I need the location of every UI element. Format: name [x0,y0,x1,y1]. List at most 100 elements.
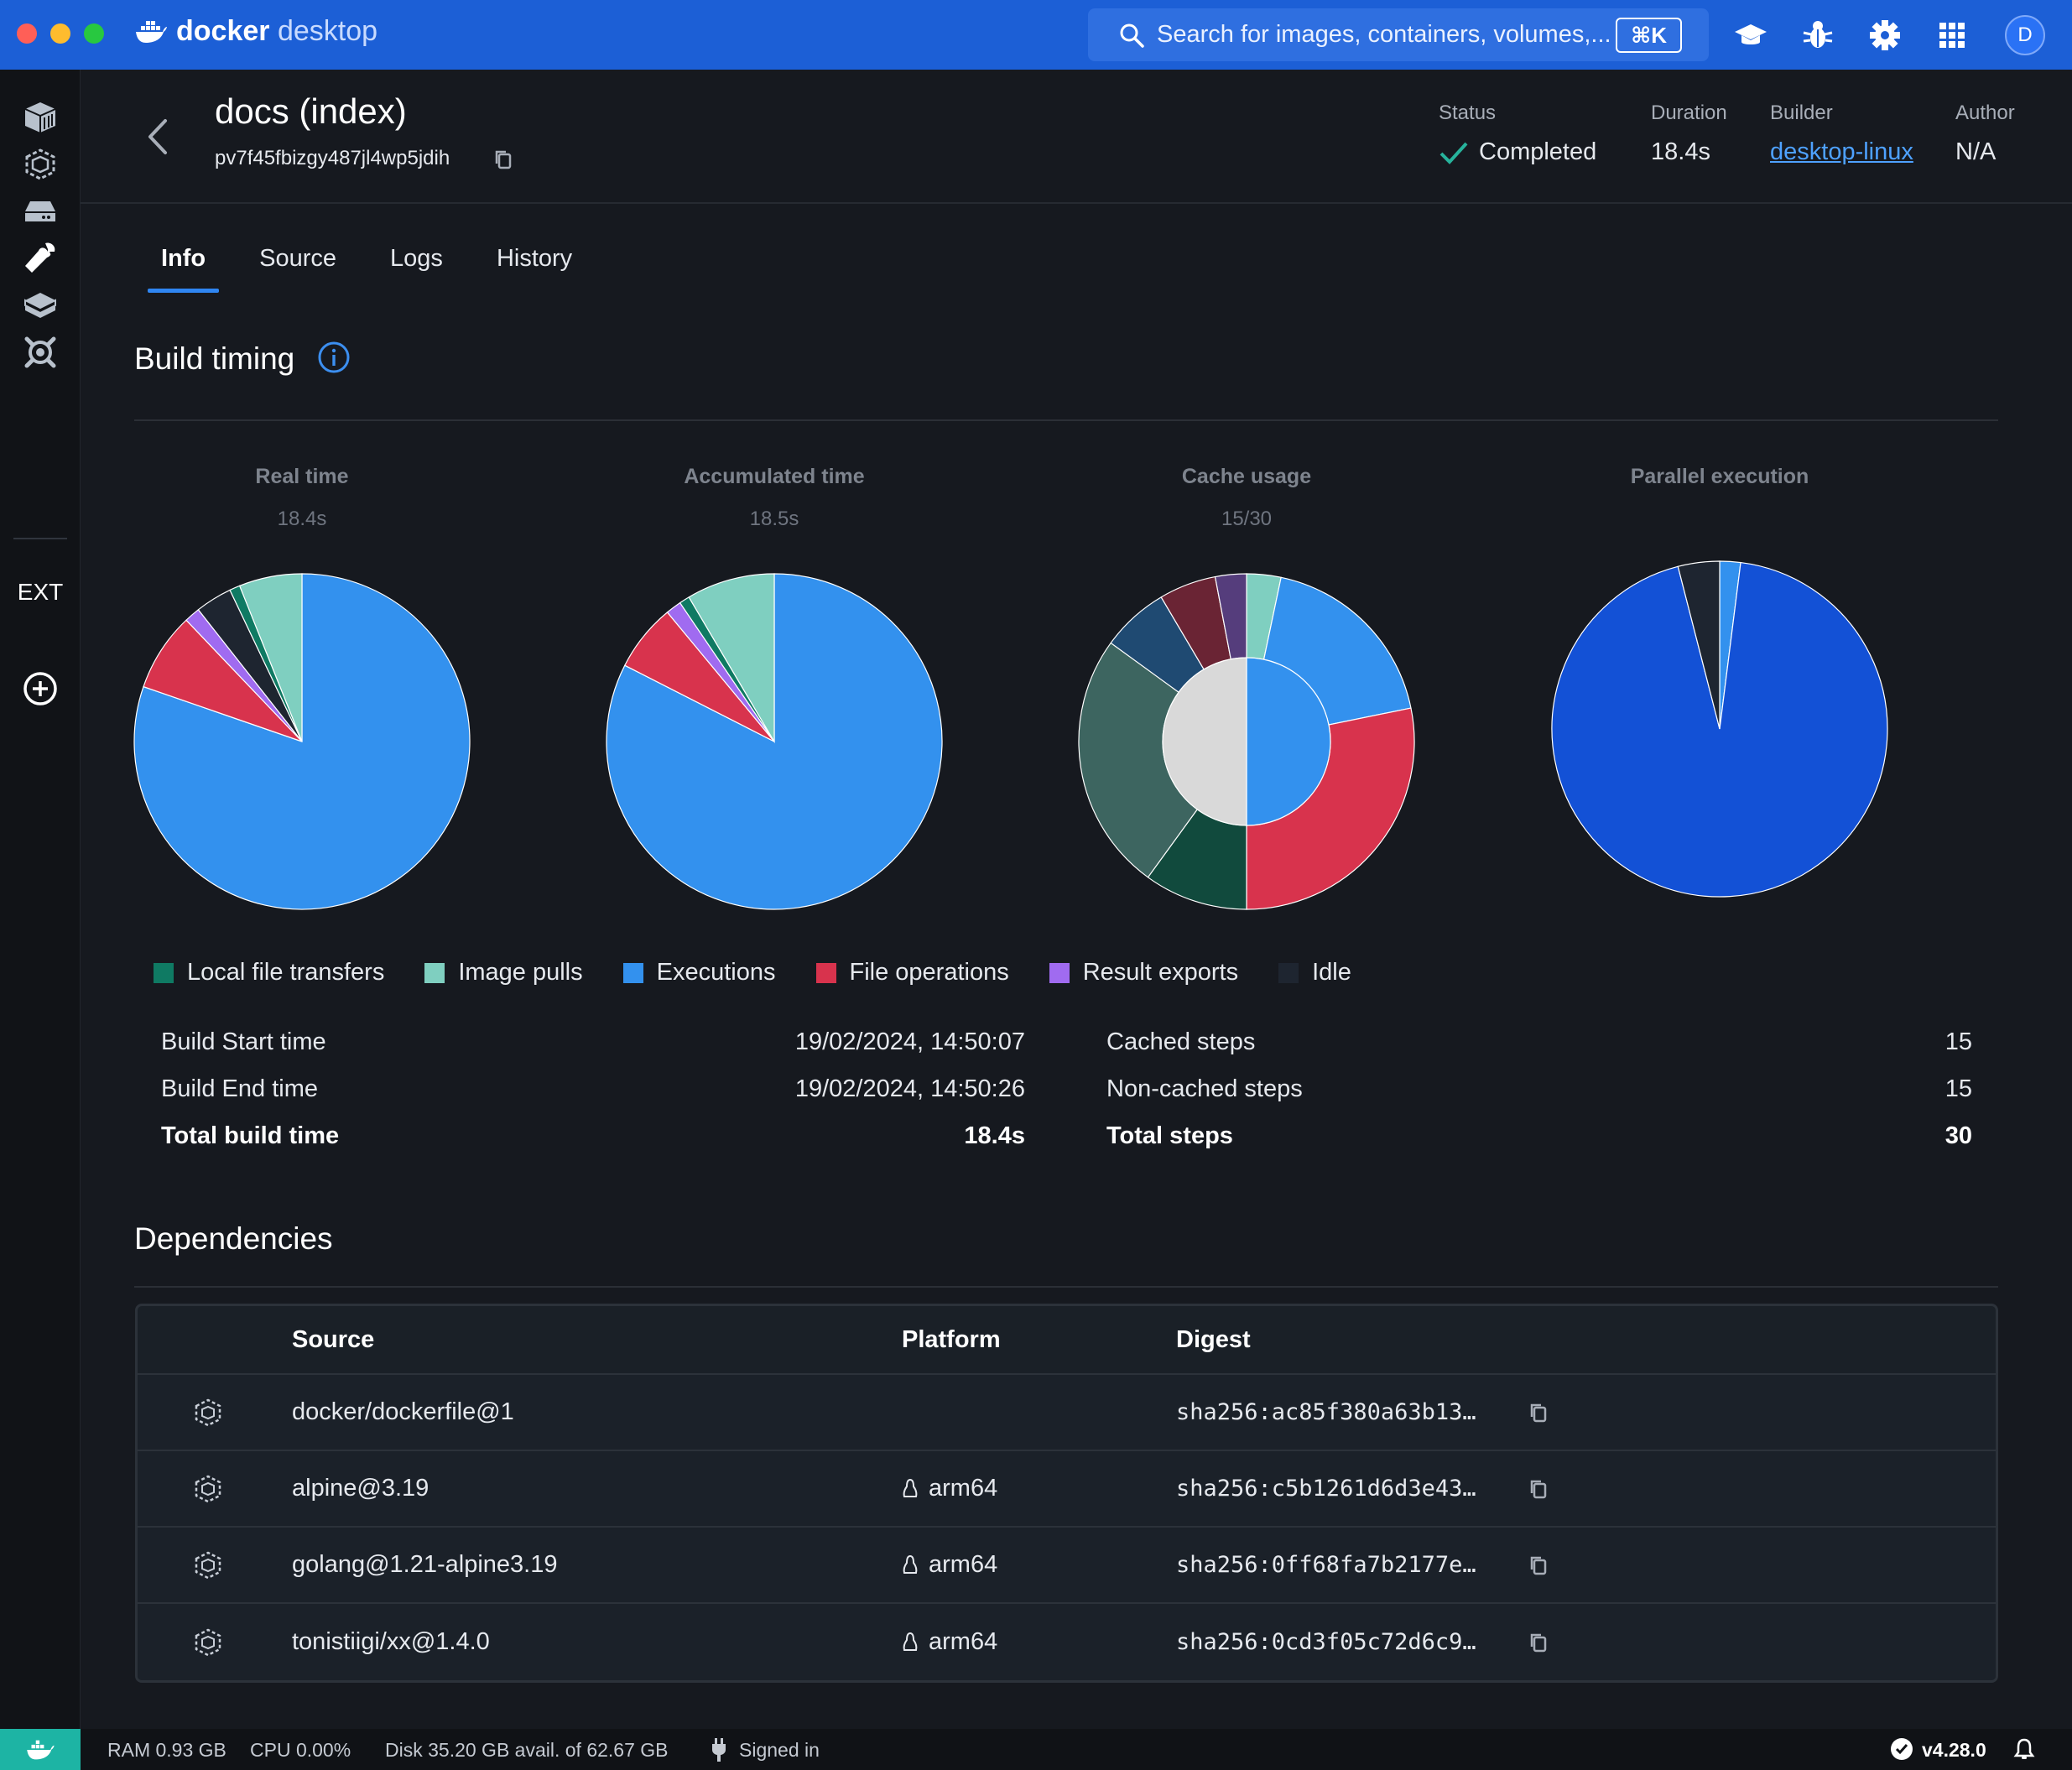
docker-whale-icon [27,1740,55,1759]
builds-icon[interactable] [20,238,60,279]
zoom-window-button[interactable] [84,23,104,44]
update-check-icon [1891,1738,1913,1760]
stat-value: 19/02/2024, 14:50:07 [794,1028,1025,1055]
check-icon [1439,142,1468,164]
legend-swatch [622,962,643,983]
duration-value: 18.4s [1651,138,1710,165]
pie-slice-non-cached[interactable] [1246,657,1331,826]
build-header: docs (index) pv7f45fbizgy487jl4wp5jdih S… [81,70,2072,204]
notifications-bell-icon[interactable] [2013,1737,2035,1761]
column-digest[interactable]: Digest [1176,1325,1251,1353]
stat-non-cached-steps: Non-cached steps 15 [1106,1075,1972,1103]
pie-slice-cached[interactable] [1162,657,1247,826]
cache-usage-header: Cache usage 15/30 [1070,465,1423,531]
copy-icon[interactable] [1528,1632,1549,1653]
containers-icon[interactable] [20,97,60,138]
legend-image-pulls: Image pulls [424,959,583,987]
stat-label: Total steps [1106,1122,1233,1149]
legend-swatch [815,962,836,983]
stat-total-build-time: Total build time 18.4s [161,1122,1025,1150]
tab-logs[interactable]: Logs [390,245,443,272]
title-bar: docker desktop Search for images, contai… [0,0,2072,70]
legend-label: Executions [656,959,776,986]
stat-value: 18.4s [964,1122,1025,1149]
legend-local-file-transfers: Local file transfers [154,959,384,987]
engine-status-button[interactable] [0,1729,81,1770]
cache-usage-donut-chart [1078,573,1415,910]
pie-slice-3[interactable] [1677,560,1721,730]
column-platform[interactable]: Platform [902,1325,1001,1353]
signed-in-status[interactable]: Signed in [739,1739,820,1761]
docker-whale-icon [136,20,167,43]
docker-desktop-logo: docker desktop [134,15,377,48]
copy-icon[interactable] [493,148,513,170]
ram-usage: RAM 0.93 GB [107,1739,226,1761]
learning-center-icon[interactable] [1733,18,1768,53]
real-time-value: 18.4s [277,508,327,530]
docker-scout-icon[interactable] [20,285,60,325]
copy-icon[interactable] [1528,1402,1549,1424]
pie-slice-file-operations[interactable] [143,619,303,742]
dev-environments-icon[interactable] [20,332,60,372]
copy-icon[interactable] [1528,1478,1549,1500]
apps-grid-icon[interactable] [1934,18,1970,53]
parallel-execution-title: Parallel execution [1630,465,1809,488]
accumulated-time-pie-chart [606,573,943,910]
troubleshoot-bug-icon[interactable] [1800,18,1835,53]
pie-slice-image-pulls[interactable] [688,573,775,744]
tab-history[interactable]: History [496,245,573,272]
stat-label: Cached steps [1106,1028,1256,1055]
dependency-digest: sha256:ac85f380a63b13… [1176,1399,1476,1425]
stat-value: 15 [1944,1028,1972,1055]
image-icon [195,1551,221,1579]
section-divider [134,419,1998,421]
page-title: docs (index) [215,91,407,131]
accumulated-time-title: Accumulated time [684,465,865,488]
parallel-execution-pie-chart [1551,560,1888,898]
volumes-icon[interactable] [20,191,60,232]
dependencies-title: Dependencies [134,1221,333,1256]
pie-slice-2[interactable] [1551,561,1888,898]
back-arrow-icon[interactable] [143,116,172,158]
pie-slice-executions[interactable] [606,573,943,910]
add-extension-icon[interactable] [20,669,60,709]
dependency-digest: sha256:0ff68fa7b2177e… [1176,1552,1476,1578]
images-icon[interactable] [20,144,60,185]
table-row[interactable]: tonistiigi/xx@1.4.0 arm64 sha256:0cd3f05… [138,1604,1996,1680]
tab-info[interactable]: Info [147,245,220,293]
table-row[interactable]: docker/dockerfile@1 sha256:ac85f380a63b1… [138,1375,1996,1451]
legend-swatch [1278,962,1299,983]
user-avatar[interactable]: D [2005,15,2045,55]
stat-label: Build Start time [161,1028,326,1055]
timing-legend: Local file transfers Image pulls Executi… [154,959,1392,987]
extensions-label: EXT [17,579,64,605]
status-bar: RAM 0.93 GB CPU 0.00% Disk 35.20 GB avai… [0,1729,2072,1770]
stat-value: 15 [1944,1075,1972,1102]
linux-tux-icon [903,1478,918,1497]
pie-slice-image-pulls[interactable] [238,573,303,742]
global-search-bar[interactable]: Search for images, containers, volumes,.… [1088,8,1709,61]
dependencies-table: Source Platform Digest docker/dockerfile… [135,1304,1998,1683]
table-header: Source Platform Digest [138,1306,1996,1375]
legend-label: Image pulls [458,959,583,986]
info-icon[interactable] [317,341,351,374]
stat-total-steps: Total steps 30 [1106,1122,1972,1150]
version-label[interactable]: v4.28.0 [1922,1739,1986,1761]
builder-field: Builder desktop-linux [1770,102,1913,166]
plug-icon [712,1738,726,1762]
dependency-platform: arm64 [929,1475,998,1502]
real-time-header: Real time 18.4s [126,465,478,531]
legend-result-exports: Result exports [1049,959,1238,987]
table-row[interactable]: alpine@3.19 arm64 sha256:c5b1261d6d3e43… [138,1451,1996,1528]
builder-link[interactable]: desktop-linux [1770,138,1913,165]
tab-source[interactable]: Source [259,245,337,272]
stat-label: Build End time [161,1075,318,1102]
minimize-window-button[interactable] [50,23,70,44]
status-field: Status Completed [1439,102,1596,166]
column-source[interactable]: Source [292,1325,375,1353]
close-window-button[interactable] [17,23,37,44]
copy-icon[interactable] [1528,1554,1549,1576]
app-name-light: desktop [269,15,378,47]
settings-gear-icon[interactable] [1867,18,1903,53]
table-row[interactable]: golang@1.21-alpine3.19 arm64 sha256:0ff6… [138,1528,1996,1604]
